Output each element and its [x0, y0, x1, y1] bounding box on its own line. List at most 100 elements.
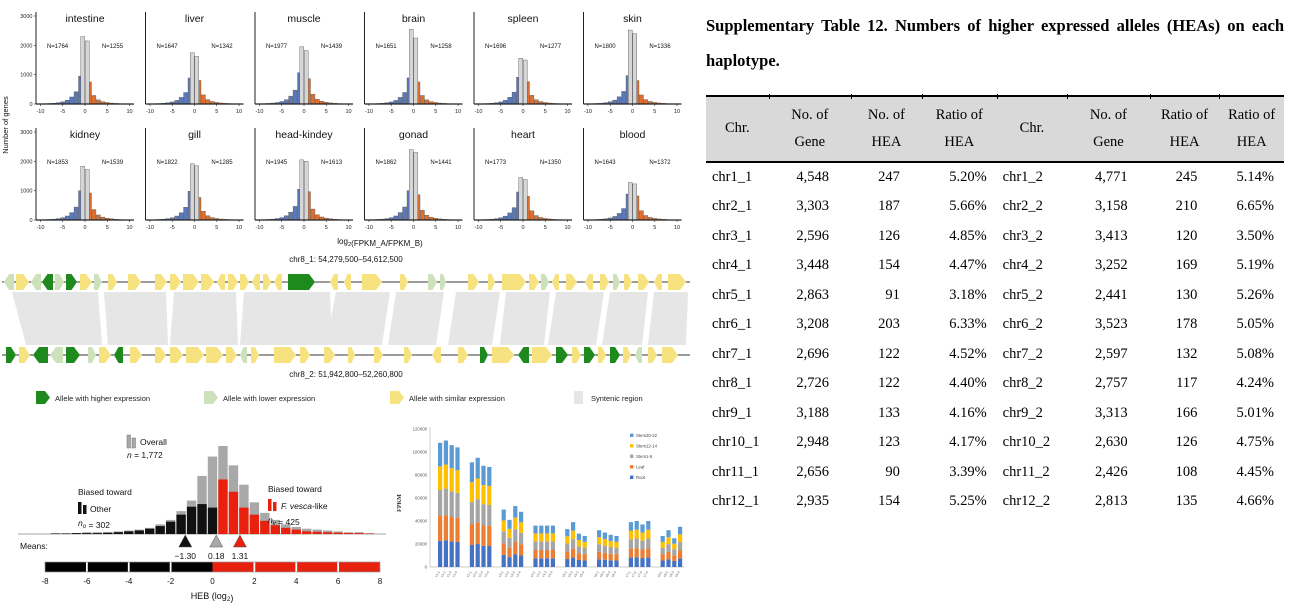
table-cell: 4.24% — [1236, 375, 1274, 392]
fpkm-stacked-bar-chart: 0 20000 40000 60000 80000 100000 120000 FPKM c1-… — [397, 427, 684, 578]
svg-text:-5: -5 — [389, 225, 394, 231]
table-cell: 4.47% — [949, 257, 987, 274]
svg-text:c6-1: c6-1 — [593, 570, 600, 578]
svg-text:head-kindey: head-kindey — [275, 129, 333, 141]
svg-text:c8-4: c8-4 — [674, 570, 681, 578]
svg-text:0: 0 — [83, 109, 86, 115]
svg-text:c4-1: c4-1 — [529, 570, 536, 578]
svg-text:-5: -5 — [498, 109, 503, 115]
table-cell: 4.17% — [949, 434, 987, 451]
table-cell: 117 — [1176, 375, 1198, 392]
svg-text:N=1647: N=1647 — [156, 44, 178, 50]
table-cell: 154 — [878, 257, 900, 274]
svg-text:-5: -5 — [60, 225, 65, 231]
svg-text:0: 0 — [83, 225, 86, 231]
table-cell: 122 — [878, 345, 900, 362]
table-cell: 5.14% — [1236, 168, 1274, 185]
panel-heart: heart N=1773 N=1350 -10 -5 0 5 10 — [473, 128, 572, 231]
legend-overall: Overall n = 1,772 — [126, 434, 167, 460]
table-cell: 4.75% — [1236, 434, 1274, 451]
mean-triangle — [178, 534, 193, 548]
table-cell: 5.25% — [949, 493, 987, 510]
svg-text:5: 5 — [325, 109, 328, 115]
svg-text:N=1696: N=1696 — [485, 44, 507, 50]
svg-text:-4: -4 — [125, 577, 133, 586]
table-row: chr5_1 2,863 91 3.18% chr5_2 2,441 130 5.26% — [706, 281, 1284, 311]
svg-text:10: 10 — [236, 109, 242, 115]
table-cell: 133 — [878, 404, 900, 421]
table-cell: 3.39% — [949, 463, 987, 480]
synteny-legend-item: Syntenic region — [574, 391, 643, 404]
table-cell: chr1_1 — [712, 168, 753, 185]
svg-text:10: 10 — [236, 225, 242, 231]
table-cell: 2,630 — [1095, 434, 1128, 451]
x-axis-label: log2(FPKM_A/FPKM_B) — [337, 237, 423, 248]
track1-genes — [4, 274, 686, 290]
table-cell: chr4_1 — [712, 257, 753, 274]
table-cell: 130 — [1175, 286, 1198, 303]
svg-text:c1-3: c1-3 — [446, 570, 453, 578]
svg-text:c7-1: c7-1 — [625, 570, 632, 578]
hea-table-head: Chr. No. of Gene No. of HEA Ratio of HEA Chr. No… — [706, 95, 1284, 163]
table-cell: chr1_2 — [1002, 168, 1043, 185]
table-cell: 2,948 — [796, 434, 830, 451]
svg-text:5: 5 — [215, 225, 218, 231]
svg-text:Allele with similar expression: Allele with similar expression — [409, 394, 505, 403]
svg-text:N=1822: N=1822 — [156, 160, 178, 166]
svg-text:spleen: spleen — [508, 13, 539, 25]
svg-text:Other: Other — [90, 504, 111, 514]
table-cell: 4.66% — [1236, 493, 1274, 510]
svg-text:N=1800: N=1800 — [594, 44, 616, 50]
column-header: Ratio of HEA — [921, 95, 997, 163]
svg-text:6: 6 — [336, 577, 341, 586]
svg-text:-10: -10 — [146, 225, 154, 231]
table-cell: 2,726 — [796, 375, 830, 392]
column-header: No. of Gene — [1067, 95, 1150, 163]
svg-text:0: 0 — [631, 109, 634, 115]
mean-triangle — [209, 534, 224, 548]
track2-label: chr8_2: 51,942,800–52,260,800 — [289, 370, 403, 379]
table-cell: 6.65% — [1236, 198, 1274, 215]
svg-text:-8: -8 — [41, 577, 49, 586]
svg-text:N=1441: N=1441 — [430, 160, 452, 166]
svg-text:-2: -2 — [167, 577, 175, 586]
svg-text:c3-3: c3-3 — [509, 570, 516, 578]
svg-text:c5-1: c5-1 — [561, 570, 568, 578]
table-cell: 2,596 — [796, 227, 830, 244]
svg-text:-5: -5 — [279, 225, 284, 231]
svg-text:N=1255: N=1255 — [102, 44, 124, 50]
svg-text:10: 10 — [126, 109, 132, 115]
svg-text:0: 0 — [412, 225, 415, 231]
svg-text:brain: brain — [402, 13, 426, 25]
svg-text:c8-2: c8-2 — [662, 570, 669, 578]
svg-text:5: 5 — [215, 109, 218, 115]
panel-spleen: spleen N=1696 N=1277 -10 -5 0 5 10 — [473, 12, 572, 115]
table-cell: 2,656 — [796, 463, 830, 480]
svg-text:0: 0 — [425, 565, 428, 570]
table-title-line1: Supplementary Table 12. Numbers of highe… — [706, 16, 1284, 35]
svg-text:c7-4: c7-4 — [642, 570, 649, 578]
table-cell: 178 — [1175, 316, 1198, 333]
table-row: chr9_1 3,188 133 4.16% chr9_2 3,313 166 5.01% — [706, 399, 1284, 429]
svg-text:-10: -10 — [255, 225, 263, 231]
svg-text:intestine: intestine — [65, 13, 104, 25]
svg-text:0: 0 — [193, 225, 196, 231]
svg-text:-10: -10 — [36, 225, 44, 231]
panel-liver: liver N=1647 N=1342 -10 -5 0 5 10 — [145, 12, 244, 115]
table-cell: chr3_1 — [712, 227, 753, 244]
svg-text:80000: 80000 — [415, 473, 428, 478]
header-row: Chr. No. of Gene No. of HEA Ratio of HEA Chr. No… — [706, 95, 1284, 163]
svg-text:N=1862: N=1862 — [375, 160, 397, 166]
svg-text:Syntenic region: Syntenic region — [591, 394, 643, 403]
column-header: Chr. — [706, 95, 769, 163]
table-cell: 4.45% — [1236, 463, 1274, 480]
panel-head-kindey: head-kindey N=1945 N=1613 -10 -5 0 5 10 — [254, 128, 353, 231]
legend-other: Biased toward Other no = 302 — [78, 487, 132, 530]
table-cell: 5.08% — [1236, 345, 1274, 362]
svg-text:10: 10 — [345, 109, 351, 115]
svg-text:5: 5 — [325, 225, 328, 231]
svg-text:5: 5 — [544, 225, 547, 231]
svg-text:0: 0 — [412, 109, 415, 115]
table-cell: 6.33% — [949, 316, 987, 333]
synteny-legend-item: Allele with higher expression — [36, 391, 150, 404]
